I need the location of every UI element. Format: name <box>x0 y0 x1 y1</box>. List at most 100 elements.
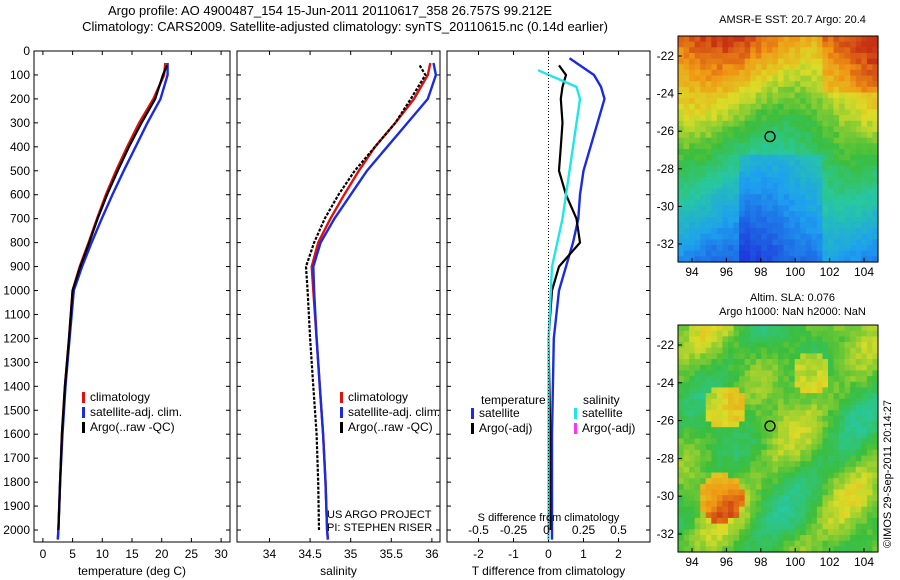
map-cell <box>828 211 835 218</box>
map-cell <box>705 194 712 201</box>
map-cell <box>783 489 790 496</box>
map-y-tick-label: -22 <box>657 338 675 352</box>
map-cell <box>694 250 701 257</box>
argo-float-marker <box>764 130 776 143</box>
map-cell <box>805 472 812 479</box>
map-cell <box>789 461 796 468</box>
map-cell <box>761 132 768 139</box>
map-cell <box>828 188 835 195</box>
map-cell <box>805 109 812 116</box>
map-cell <box>694 165 701 173</box>
map-cell <box>800 421 807 428</box>
map-cell <box>772 512 779 519</box>
map-cell <box>766 342 774 349</box>
map-cell <box>761 325 768 332</box>
map-cell <box>850 211 857 218</box>
map-cell <box>855 109 862 116</box>
map-cell <box>778 103 785 111</box>
y-tick-label: 1300 <box>3 355 30 369</box>
map-cell <box>683 512 690 519</box>
map-cell <box>822 81 829 88</box>
map-cell <box>761 171 768 178</box>
map-cell <box>828 381 835 389</box>
map-cell <box>783 353 790 360</box>
map-cell <box>761 41 768 48</box>
map-cell <box>689 233 696 240</box>
map-cell <box>683 182 690 190</box>
map-cell <box>683 506 690 513</box>
map-cell <box>850 472 857 479</box>
map-cell <box>766 228 774 235</box>
map-cell <box>716 483 724 491</box>
map-cell <box>711 534 718 542</box>
map-cell <box>839 239 846 246</box>
map-cell <box>766 182 774 190</box>
map-cell <box>833 109 840 116</box>
map-cell <box>839 149 846 156</box>
map-cell <box>855 36 862 43</box>
map-cell <box>711 103 718 111</box>
map-cell <box>755 228 762 235</box>
map-cell <box>778 393 785 400</box>
map-cell <box>716 222 724 229</box>
map-cell <box>766 353 774 360</box>
map-cell <box>833 115 840 122</box>
map-y-tick-label: -32 <box>657 237 675 251</box>
map-cell <box>739 211 746 218</box>
map-cell <box>789 483 796 491</box>
map-cell <box>866 64 874 71</box>
map-cell <box>733 421 740 428</box>
map-cell <box>683 115 690 122</box>
map-cell <box>783 495 790 502</box>
map-cell <box>794 69 801 77</box>
map-cell <box>805 199 812 207</box>
map-cell <box>789 171 796 178</box>
map-cell <box>811 364 818 371</box>
map-cell <box>739 160 746 167</box>
map-cell <box>683 199 690 207</box>
map-cell <box>755 512 762 519</box>
map-cell <box>739 75 746 82</box>
map-cell <box>705 506 712 513</box>
map-cell <box>700 137 707 144</box>
map-cell <box>855 534 862 542</box>
map-cell <box>683 410 690 417</box>
map-cell <box>844 517 851 525</box>
map-cell <box>700 336 707 343</box>
map-cell <box>805 52 812 60</box>
map-cell <box>778 36 785 43</box>
map-cell <box>789 75 796 82</box>
map-cell <box>700 330 707 337</box>
map-cell <box>722 239 729 246</box>
map-cell <box>766 64 774 71</box>
map-cell <box>700 359 707 366</box>
map-cell <box>816 540 824 547</box>
map-cell <box>716 517 724 525</box>
map-cell <box>839 376 846 383</box>
map-cell <box>744 69 751 77</box>
map-cell <box>761 364 768 371</box>
map-cell <box>866 370 874 377</box>
map-cell <box>783 81 790 88</box>
map-cell <box>755 41 762 48</box>
map-cell <box>811 120 818 127</box>
map-cell <box>850 347 857 354</box>
map-cell <box>855 205 862 212</box>
map-cell <box>778 47 785 54</box>
map-cell <box>705 330 712 337</box>
map-cell <box>705 466 712 474</box>
map-cell <box>700 233 707 240</box>
map-cell <box>844 489 851 496</box>
map-cell <box>839 160 846 167</box>
map-cell <box>694 211 701 218</box>
map-cell <box>800 500 807 508</box>
map-cell <box>711 427 718 434</box>
map-cell <box>789 98 796 105</box>
map-cell <box>828 512 835 519</box>
map-cell <box>728 472 735 479</box>
map-cell <box>861 188 868 195</box>
map-cell <box>816 205 824 212</box>
map-cell <box>783 398 790 406</box>
map-cell <box>766 109 774 116</box>
map-cell <box>839 52 846 60</box>
